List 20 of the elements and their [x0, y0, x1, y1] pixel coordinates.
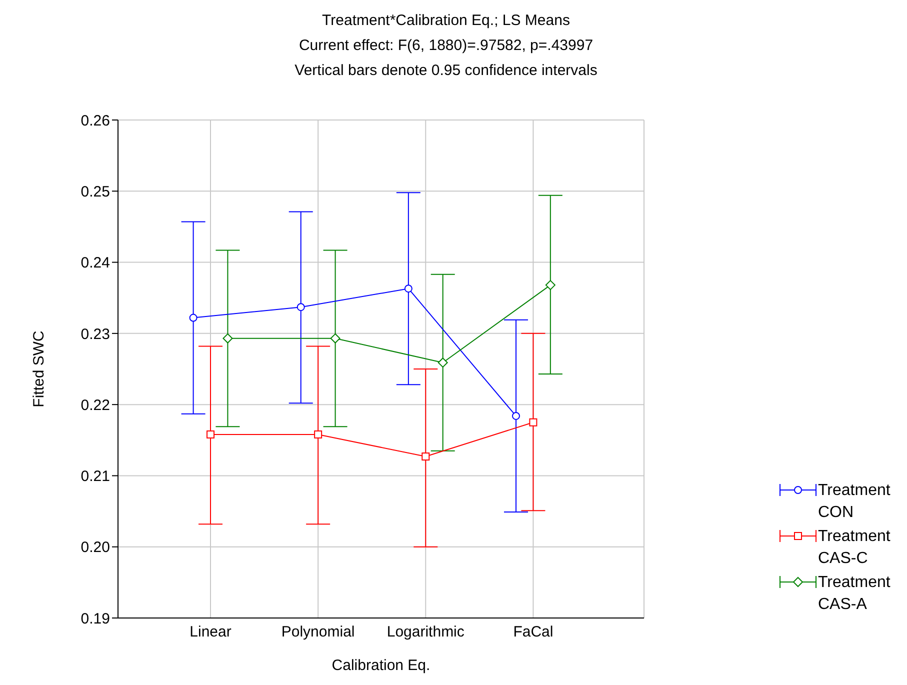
y-tick-label: 0.20 — [80, 539, 110, 556]
text: Vertical bars denote 0.95 confidence intervals — [294, 61, 598, 81]
chart-title: Treatment*Calibration Eq.; LS Means — [321, 11, 571, 31]
legend-label: Treatment CAS-A — [818, 573, 892, 615]
y-axis-title: Fitted SWC — [30, 330, 48, 408]
chart-subtitle: Current effect: F(6, 1880)=.97582, p=.43997 — [298, 36, 594, 56]
y-tick-label: 0.21 — [80, 468, 110, 486]
x-tick-label: Linear — [190, 624, 232, 641]
x-tick-label: Logarithmic — [386, 624, 465, 641]
y-tick-label: 0.26 — [80, 112, 110, 130]
x-tick-label: FaCal — [513, 624, 554, 641]
x-tick-label: Polynomial — [281, 624, 355, 641]
legend-label: Treatment CAS-C — [818, 527, 892, 569]
y-tick-label: 0.19 — [80, 610, 110, 628]
y-tick-label: 0.22 — [80, 396, 110, 414]
y-tick-label: 0.23 — [80, 326, 110, 343]
y-tick-label: 0.24 — [80, 254, 110, 272]
legend-label: Treatment CON — [818, 481, 892, 523]
x-axis-title: Calibration Eq. — [332, 657, 430, 674]
y-tick-label: 0.25 — [80, 183, 110, 200]
